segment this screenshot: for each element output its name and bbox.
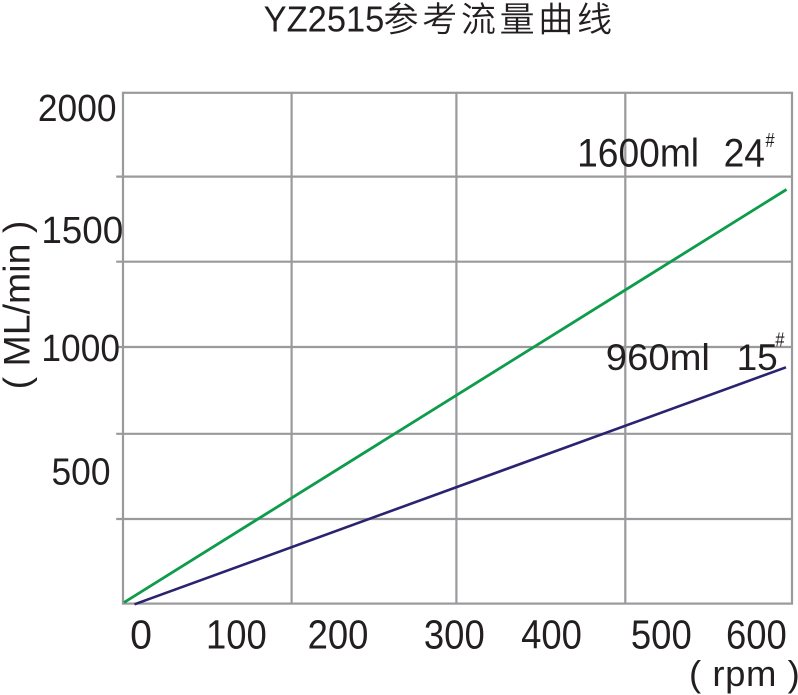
svg-text:#: # [766, 128, 776, 151]
svg-text:1600ml: 1600ml [577, 131, 699, 176]
svg-text:600: 600 [726, 613, 787, 658]
svg-text:1000: 1000 [41, 327, 120, 369]
svg-text:200: 200 [308, 613, 369, 658]
svg-text:1500: 1500 [41, 208, 123, 251]
svg-text:( rpm ): ( rpm ) [689, 653, 798, 694]
svg-text:24: 24 [724, 131, 765, 176]
svg-text:400: 400 [521, 613, 582, 658]
svg-text:500: 500 [631, 613, 692, 658]
svg-text:300: 300 [424, 613, 485, 658]
svg-text:#: # [775, 328, 785, 351]
svg-text:15: 15 [737, 337, 778, 378]
svg-text:( ML/min ): ( ML/min ) [0, 221, 38, 390]
svg-text:100: 100 [206, 613, 267, 658]
svg-text:2000: 2000 [38, 87, 117, 129]
svg-text:960ml: 960ml [606, 337, 710, 379]
svg-text:YZ2515: YZ2515 [264, 0, 385, 40]
svg-text:500: 500 [52, 450, 111, 492]
svg-text:0: 0 [130, 613, 152, 658]
